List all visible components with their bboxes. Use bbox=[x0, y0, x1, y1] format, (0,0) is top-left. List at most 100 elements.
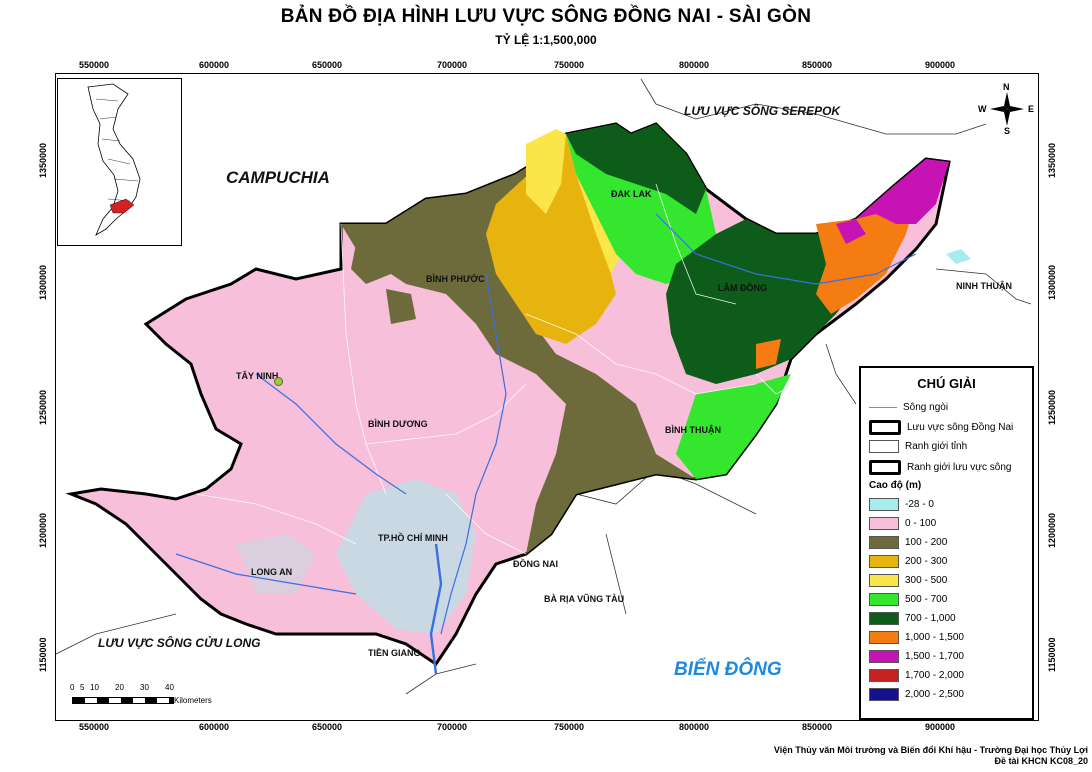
legend-class: 0 - 100 bbox=[869, 517, 936, 530]
legend-class: 700 - 1,000 bbox=[869, 612, 956, 625]
zone-700-1000 bbox=[666, 219, 876, 384]
x-tick-bottom: 750000 bbox=[554, 722, 585, 732]
dong-nai-border bbox=[525, 313, 757, 395]
zone-1500-1700-b bbox=[836, 219, 866, 244]
label-lam-dong: LÂM ĐỒNG bbox=[718, 283, 767, 293]
legend-swatch bbox=[869, 631, 899, 644]
long-an-border bbox=[195, 493, 357, 545]
legend-class: -28 - 0 bbox=[869, 498, 934, 511]
legend-class: 300 - 500 bbox=[869, 574, 947, 587]
label-bien-dong: BIỂN ĐÔNG bbox=[674, 659, 782, 680]
river-long-an bbox=[175, 553, 357, 595]
map-title: BẢN ĐỒ ĐỊA HÌNH LƯU VỰC SÔNG ĐỒNG NAI - … bbox=[280, 6, 812, 27]
x-tick-bottom: 600000 bbox=[199, 722, 230, 732]
binh-thuan-boundary bbox=[825, 343, 857, 405]
label-cuu-long: LƯU VỰC SÔNG CỬU LONG bbox=[98, 636, 261, 650]
label-serepok: LƯU VỰC SÔNG SEREPOK bbox=[684, 104, 841, 118]
scale-unit: Kilometers bbox=[174, 696, 212, 705]
x-tick-bottom: 850000 bbox=[802, 722, 833, 732]
legend-swatch bbox=[869, 650, 899, 663]
scale-tick: 40 bbox=[165, 683, 174, 692]
legend-class-label: 1,500 - 1,700 bbox=[905, 651, 964, 663]
zone-100-200-spot bbox=[351, 244, 391, 284]
credits-line2: Đề tài KHCN KC08_20 bbox=[994, 756, 1088, 766]
x-tick-top: 650000 bbox=[312, 60, 343, 70]
y-tick-right: 1300000 bbox=[1047, 264, 1057, 300]
legend-class-label: -28 - 0 bbox=[905, 499, 934, 511]
legend-class-label: 300 - 500 bbox=[905, 575, 948, 587]
label-binh-thuan: BÌNH THUẬN bbox=[665, 425, 721, 435]
legend-swatch bbox=[869, 574, 899, 587]
zone-500-700-south bbox=[676, 374, 791, 479]
zone-300-500 bbox=[526, 129, 566, 214]
scale-bar: 0 5 10 20 30 40 Kilometers bbox=[70, 683, 270, 713]
legend-class-label: 0 - 100 bbox=[905, 518, 937, 530]
x-tick-top: 850000 bbox=[802, 60, 833, 70]
legend-title: CHÚ GIẢI bbox=[917, 376, 976, 391]
legend-class-label: 700 - 1,000 bbox=[905, 613, 956, 625]
label-ba-ria: BÀ RỊA VŨNG TÀU bbox=[544, 594, 625, 604]
x-tick-top: 550000 bbox=[79, 60, 110, 70]
x-tick-top: 900000 bbox=[925, 60, 956, 70]
x-tick-top: 700000 bbox=[437, 60, 468, 70]
compass-s: S bbox=[1004, 126, 1011, 136]
zone-100-200 bbox=[341, 149, 696, 554]
tidal-zone bbox=[336, 479, 476, 634]
ninh-thuan-boundary bbox=[935, 268, 1032, 305]
label-tay-ninh: TÂY NINH bbox=[236, 371, 279, 381]
legend-swatch bbox=[869, 593, 899, 606]
legend-swatch bbox=[869, 612, 899, 625]
scale-tick: 5 bbox=[80, 683, 85, 692]
x-tick-top: 600000 bbox=[199, 60, 230, 70]
legend-class: 100 - 200 bbox=[869, 536, 947, 549]
scale-tick: 0 bbox=[70, 683, 75, 692]
y-tick-left: 1250000 bbox=[38, 389, 48, 425]
scale-tick: 10 bbox=[90, 683, 99, 692]
legend-class-label: 1,000 - 1,500 bbox=[905, 632, 964, 644]
label-tp-hcm: TP.HỒ CHÍ MINH bbox=[378, 533, 448, 543]
legend-class: 2,000 - 2,500 bbox=[869, 688, 964, 701]
legend-swatch bbox=[869, 688, 899, 701]
zone-200-300 bbox=[486, 134, 616, 344]
x-tick-bottom: 800000 bbox=[679, 722, 710, 732]
legend-swatch bbox=[869, 498, 899, 511]
river-dong-nai bbox=[440, 273, 507, 635]
binh-duong-south-border bbox=[365, 383, 527, 445]
river-upper bbox=[655, 213, 917, 285]
ba-ria-boundary-2 bbox=[605, 533, 627, 615]
legend-class: 200 - 300 bbox=[869, 555, 947, 568]
inset-highlight-basin bbox=[109, 198, 135, 214]
river-saigon-mouth bbox=[429, 543, 443, 675]
x-tick-bottom: 900000 bbox=[925, 722, 956, 732]
legend-river: Sông ngòi bbox=[869, 402, 948, 413]
legend-elevation-title: Cao độ (m) bbox=[869, 480, 922, 491]
credits-line1: Viện Thủy văn Môi trường và Biến đổi Khí… bbox=[773, 745, 1088, 755]
vietnam-outline bbox=[87, 83, 141, 236]
zone-700-1000-north bbox=[566, 124, 706, 214]
label-campuchia: CAMPUCHIA bbox=[226, 168, 330, 187]
tay-ninh-marker bbox=[274, 377, 283, 386]
legend-class: 1,500 - 1,700 bbox=[869, 650, 964, 663]
lam-dong-border bbox=[755, 373, 797, 395]
credits: Viện Thủy văn Môi trường và Biến đổi Khí… bbox=[774, 745, 1088, 767]
legend-class-label: 100 - 200 bbox=[905, 537, 948, 549]
zone-100-200-spot2 bbox=[386, 289, 416, 324]
x-tick-top: 800000 bbox=[679, 60, 710, 70]
lake-patch bbox=[946, 249, 971, 264]
x-tick-bottom: 700000 bbox=[437, 722, 468, 732]
tidal-zone-2 bbox=[236, 534, 316, 594]
y-tick-left: 1300000 bbox=[38, 264, 48, 300]
compass-n: N bbox=[1003, 82, 1010, 92]
label-long-an: LONG AN bbox=[251, 567, 293, 577]
zone-1000-1500-spot bbox=[756, 339, 781, 369]
scale-tick: 30 bbox=[140, 683, 149, 692]
legend-basin: Lưu vực sông Đồng Nai bbox=[869, 420, 1013, 435]
label-binh-phuoc: BÌNH PHƯỚC bbox=[426, 274, 485, 284]
compass-e: E bbox=[1028, 104, 1035, 114]
label-dak-lak: ĐAK LAK bbox=[611, 189, 652, 199]
label-dong-nai: ĐỒNG NAI bbox=[513, 559, 558, 569]
legend-swatch bbox=[869, 536, 899, 549]
y-tick-right: 1150000 bbox=[1047, 637, 1057, 672]
label-tien-giang: TIỀN GIANG bbox=[368, 648, 421, 658]
zone-1500-1700 bbox=[856, 159, 949, 224]
